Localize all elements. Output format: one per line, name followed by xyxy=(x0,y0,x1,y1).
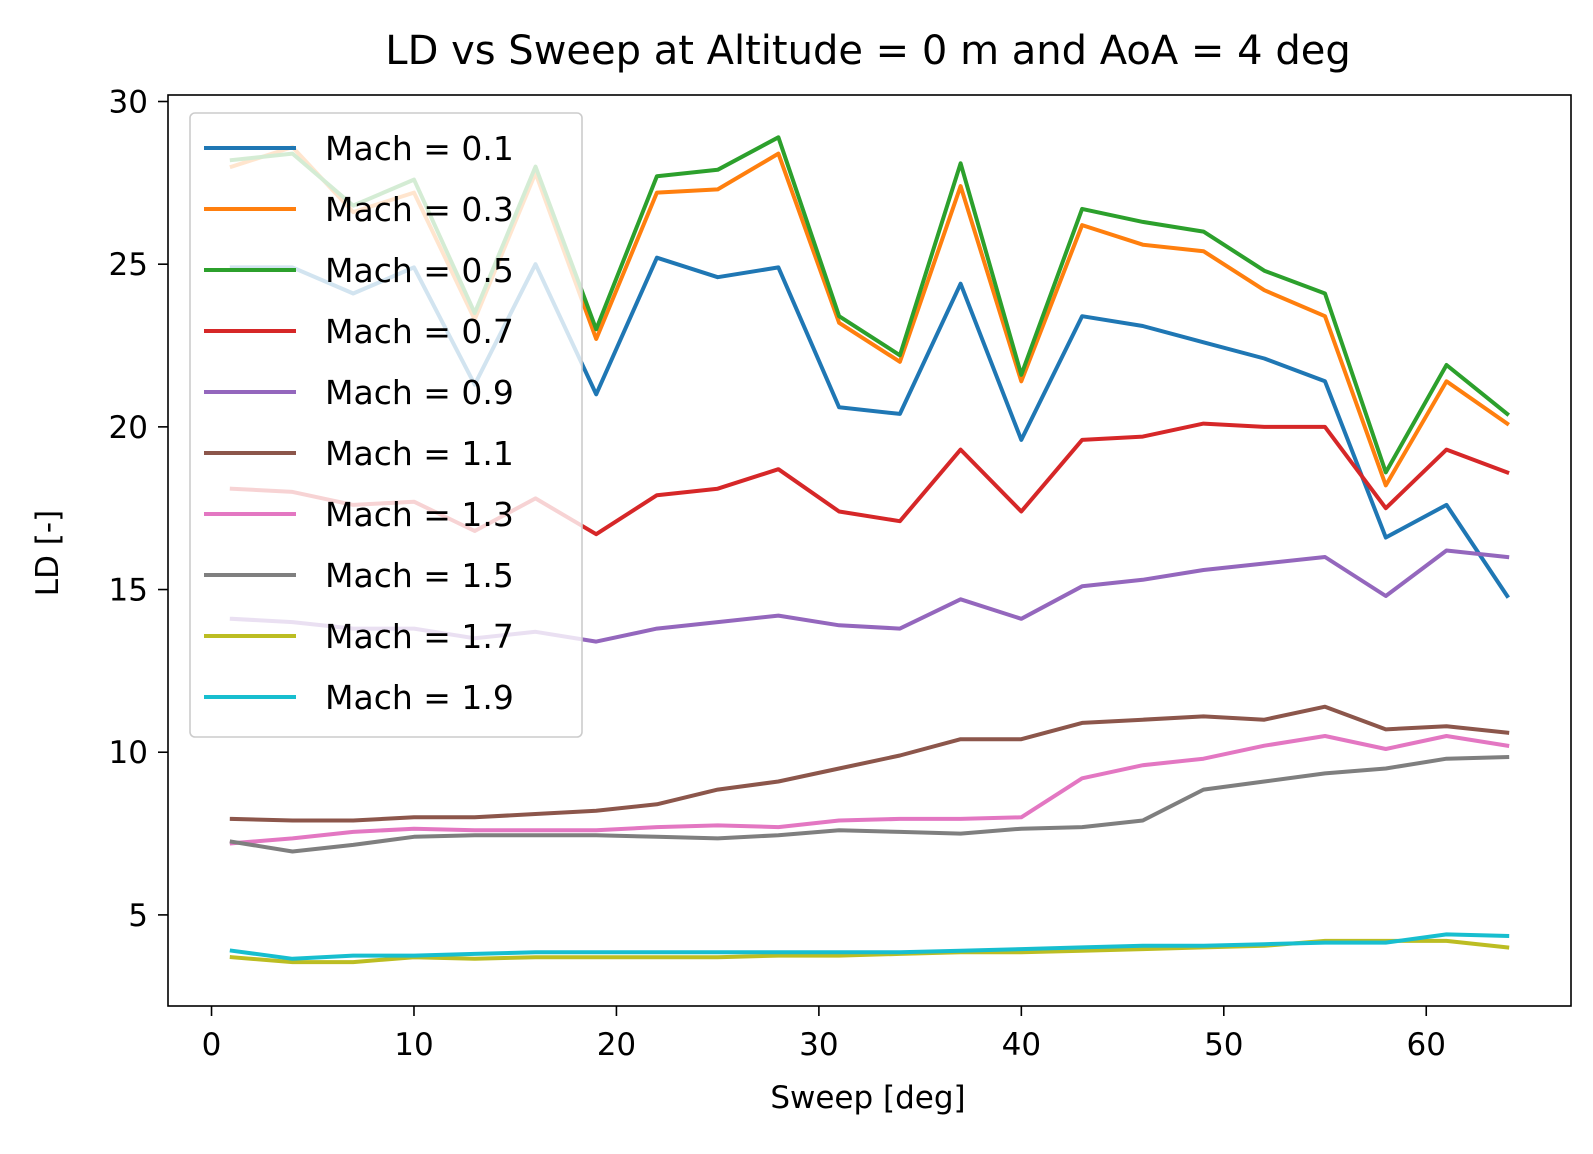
legend-label-4: Mach = 0.9 xyxy=(325,373,514,412)
x-tick-label: 10 xyxy=(394,1027,433,1063)
x-tick-label: 30 xyxy=(799,1027,838,1063)
legend-label-8: Mach = 1.7 xyxy=(325,617,514,656)
plot-frame xyxy=(167,94,1572,1007)
series-line-9 xyxy=(229,932,1510,961)
series-line-5 xyxy=(229,704,1510,823)
series-line-6 xyxy=(229,734,1510,846)
y-ticks: 5 10 15 20 25 30 xyxy=(109,85,168,934)
y-axis-label: LD [-] xyxy=(30,510,66,596)
x-tick-label: 50 xyxy=(1204,1027,1243,1063)
legend-label-7: Mach = 1.5 xyxy=(325,556,514,595)
chart-title: LD vs Sweep at Altitude = 0 m and AoA = … xyxy=(385,28,1350,74)
y-tick-label: 5 xyxy=(128,898,148,934)
x-tick-label: 20 xyxy=(597,1027,636,1063)
x-axis-label: Sweep [deg] xyxy=(770,1080,965,1116)
y-tick-label: 15 xyxy=(109,573,148,609)
y-tick-label: 25 xyxy=(109,247,148,283)
legend-label-2: Mach = 0.5 xyxy=(325,251,514,290)
legend-label-6: Mach = 1.3 xyxy=(325,495,514,534)
axes-layer xyxy=(167,94,1572,1007)
legend-items: Mach = 0.1 Mach = 0.3 Mach = 0.5 Mach = 0.7… xyxy=(204,129,514,717)
y-tick-label: 30 xyxy=(109,85,148,121)
x-tick-label: 40 xyxy=(1002,1027,1041,1063)
y-tick-label: 20 xyxy=(109,410,148,446)
legend-label-5: Mach = 1.1 xyxy=(325,434,514,473)
y-tick-label: 10 xyxy=(109,735,148,771)
x-ticks: 0 10 20 30 40 50 60 xyxy=(202,1006,1446,1063)
legend: Mach = 0.1 Mach = 0.3 Mach = 0.5 Mach = 0.7… xyxy=(189,112,583,738)
legend-label-3: Mach = 0.7 xyxy=(325,312,514,351)
legend-label-0: Mach = 0.1 xyxy=(325,129,514,168)
x-tick-label: 60 xyxy=(1407,1027,1446,1063)
series-line-7 xyxy=(229,755,1510,854)
legend-label-1: Mach = 0.3 xyxy=(325,190,514,229)
legend-label-9: Mach = 1.9 xyxy=(325,678,514,717)
x-tick-label: 0 xyxy=(202,1027,222,1063)
